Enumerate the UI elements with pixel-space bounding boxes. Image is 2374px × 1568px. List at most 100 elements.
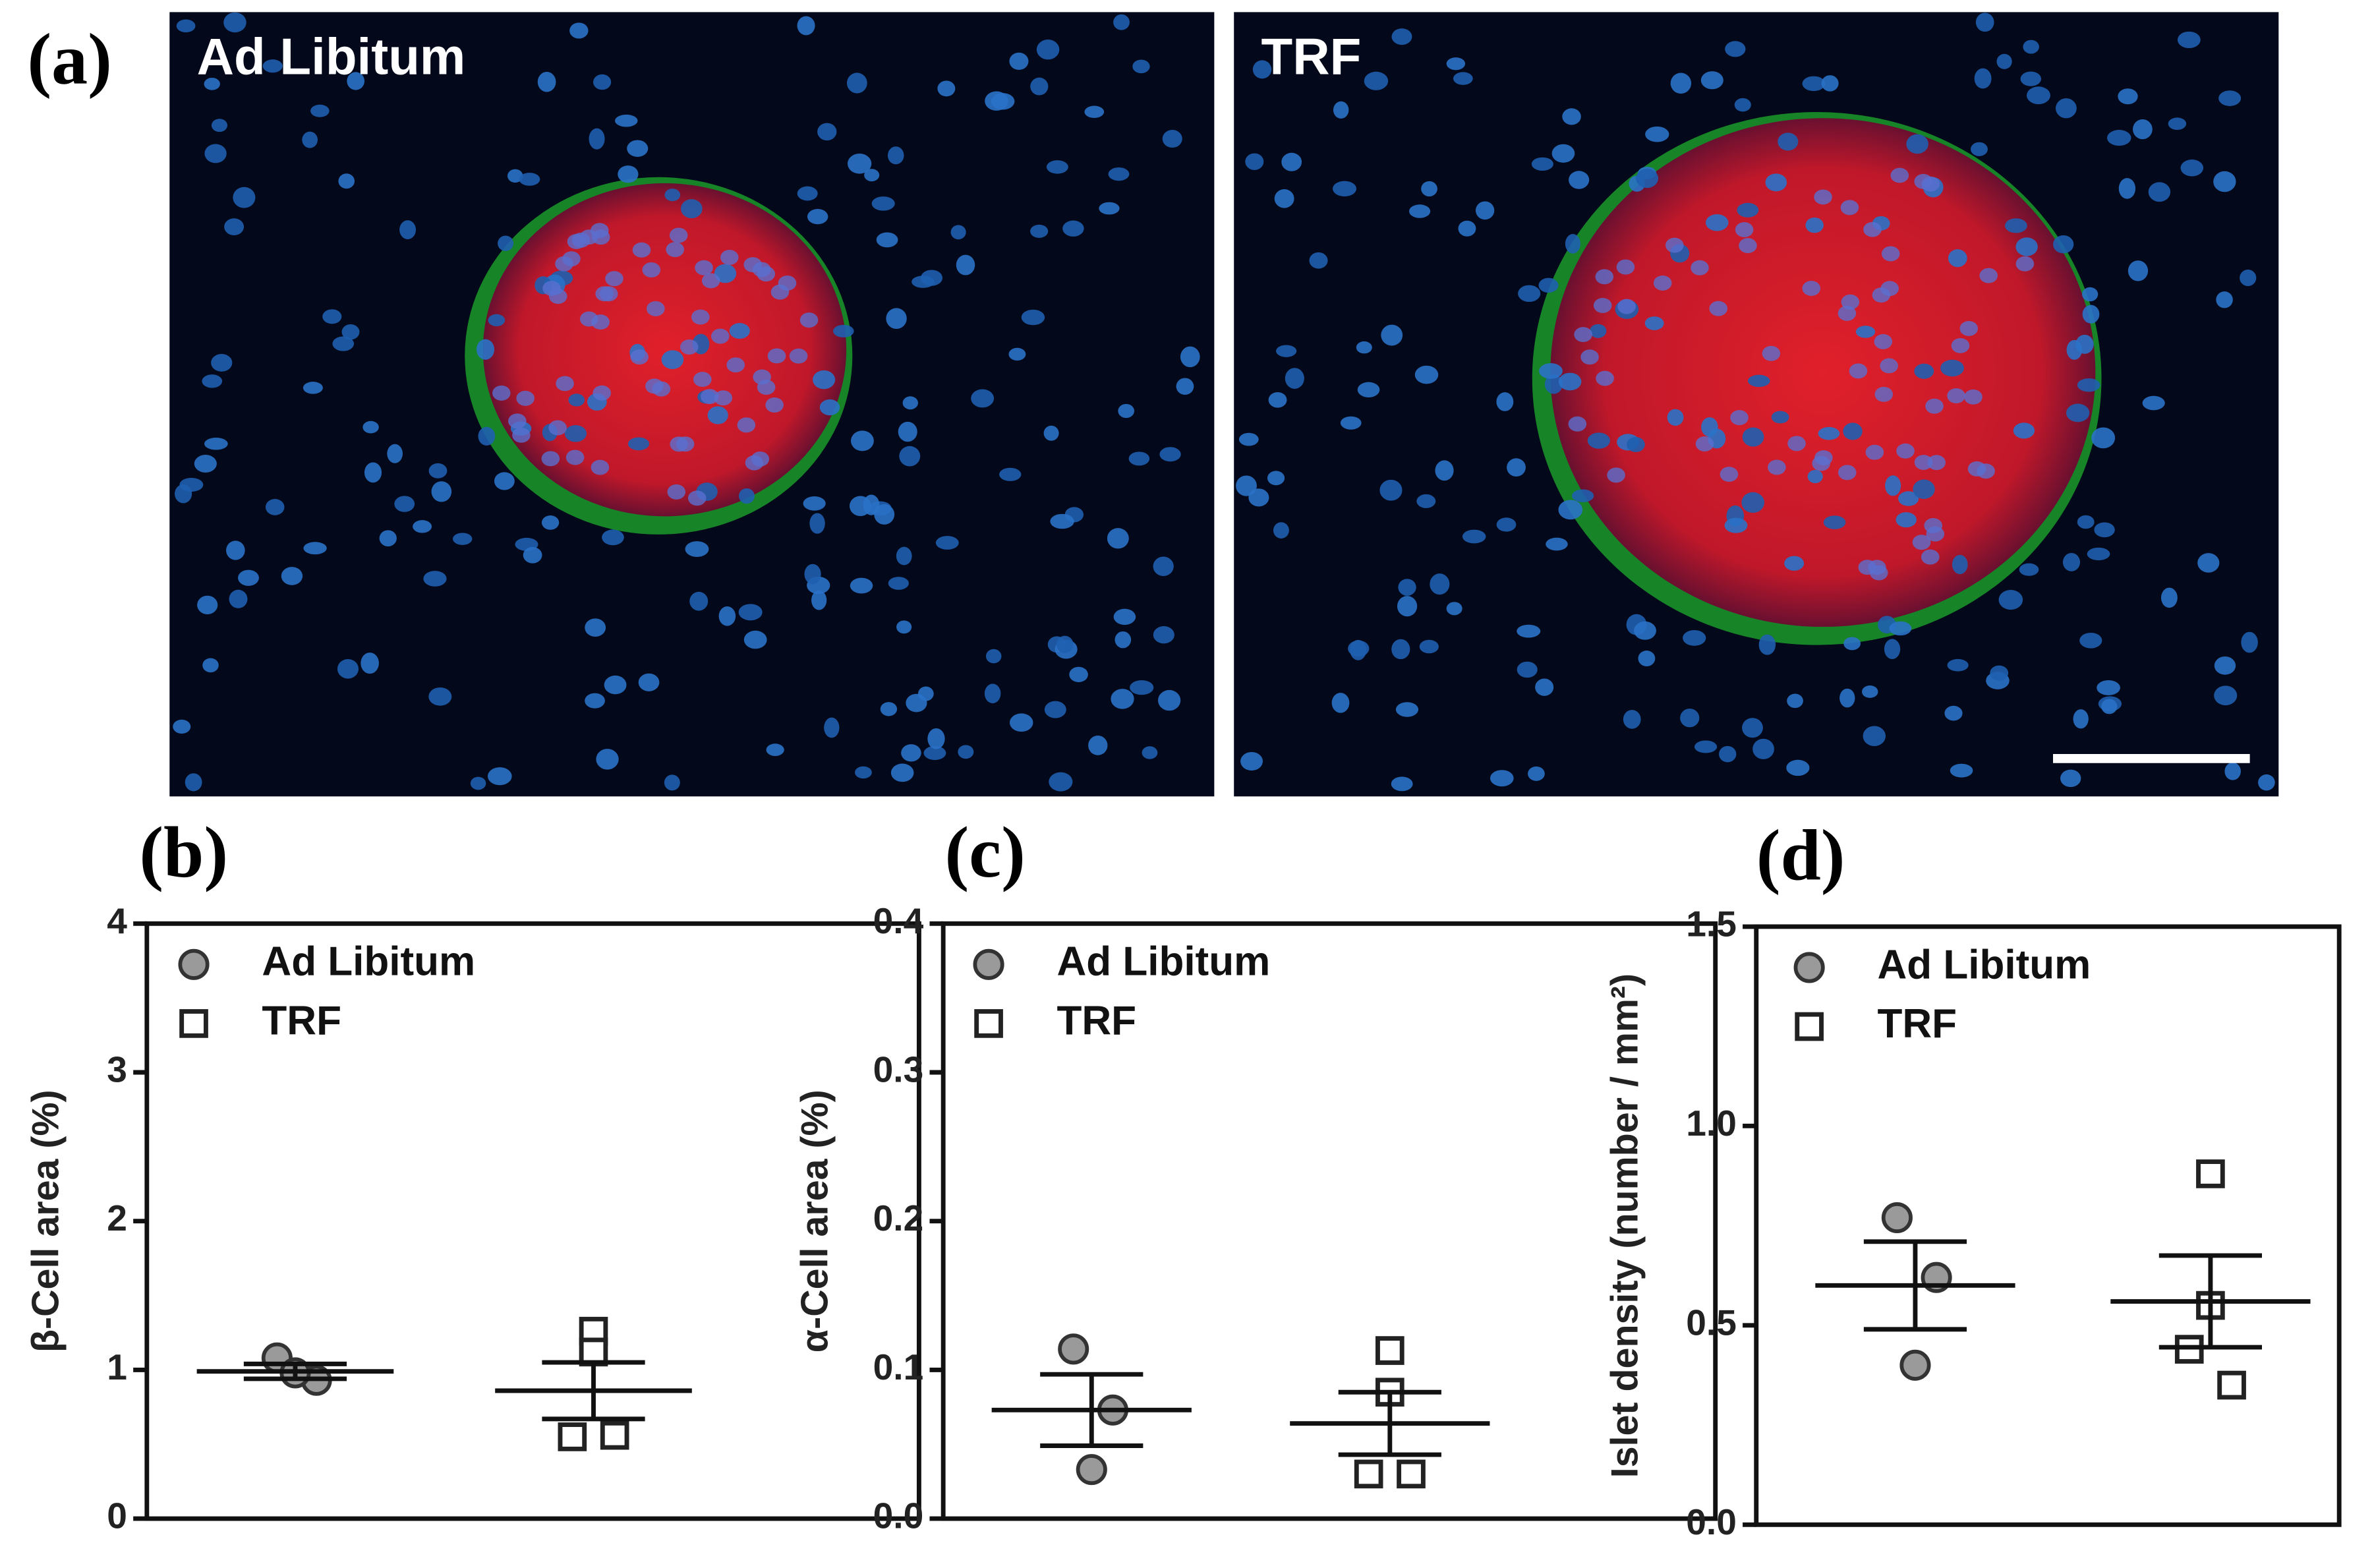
nucleus: [863, 494, 880, 515]
nucleus: [1765, 173, 1787, 192]
nucleus: [1747, 374, 1770, 388]
nucleus: [2097, 680, 2120, 695]
nucleus: [1333, 181, 1357, 197]
nucleus: [1142, 746, 1158, 759]
nucleus: [912, 276, 935, 288]
nucleus: [1108, 167, 1130, 181]
nucleus: [799, 312, 819, 328]
nucleus: [985, 649, 1002, 664]
nucleus: [1458, 220, 1476, 237]
nucleus: [846, 73, 867, 94]
nucleus: [541, 515, 560, 530]
nucleus: [999, 467, 1022, 481]
nucleus: [817, 123, 837, 141]
nucleus: [984, 683, 1001, 704]
nucleus: [1768, 459, 1786, 475]
nucleus: [1849, 363, 1868, 379]
nucleus: [927, 728, 945, 749]
nucleus: [179, 477, 204, 492]
nucleus: [1357, 382, 1380, 397]
point: [1881, 1202, 1913, 1234]
nucleus: [332, 336, 355, 351]
nucleus: [2258, 774, 2275, 791]
nucleus: [737, 417, 756, 433]
nucleus: [1030, 224, 1049, 238]
nucleus: [1008, 347, 1026, 361]
nucleus: [2180, 159, 2204, 177]
nucleus: [1921, 549, 1940, 565]
nucleus: [693, 372, 712, 388]
y-tick-label: 0.0: [1686, 1501, 1737, 1542]
nucleus: [1898, 491, 1919, 506]
nucleus: [2214, 685, 2238, 706]
nucleus: [1762, 345, 1781, 361]
nucleus: [494, 472, 515, 490]
nucleus: [1391, 776, 1413, 792]
nucleus: [364, 462, 382, 483]
nucleus: [541, 451, 560, 467]
nucleus: [1009, 52, 1029, 71]
nucleus: [2077, 515, 2095, 529]
nucleus: [707, 406, 728, 424]
nucleus: [1356, 341, 1372, 354]
nucleus: [2013, 422, 2035, 439]
nucleus: [1665, 237, 1684, 253]
nucleus: [399, 220, 417, 240]
legend-marker: [178, 948, 210, 980]
nucleus: [596, 749, 619, 770]
nucleus: [1580, 349, 1599, 365]
nucleus: [1496, 392, 1514, 411]
nucleus: [1569, 171, 1590, 189]
nucleus: [2218, 90, 2242, 106]
nucleus: [1964, 389, 1983, 405]
nucleus: [238, 569, 259, 586]
nucleus: [1896, 443, 1915, 459]
y-tick-label: 1: [107, 1347, 127, 1387]
nucleus: [1914, 173, 1932, 189]
nucleus: [691, 309, 710, 325]
nucleus: [1896, 512, 1917, 528]
nucleus: [1162, 129, 1182, 148]
nucleus: [595, 286, 614, 302]
nucleus: [1546, 537, 1568, 551]
nucleus: [701, 273, 720, 289]
nucleus: [670, 436, 688, 452]
nucleus: [1435, 460, 1454, 481]
nucleus: [593, 74, 612, 90]
nucleus: [1414, 365, 1439, 384]
nucleus: [2107, 130, 2131, 146]
nucleus: [874, 504, 895, 525]
nucleus: [2240, 270, 2257, 287]
nucleus: [1667, 409, 1684, 426]
y-tick-label: 0: [107, 1495, 127, 1536]
y-tick-label: 3: [107, 1049, 127, 1090]
nucleus: [778, 276, 797, 291]
nucleus: [632, 242, 651, 258]
nucleus: [2142, 395, 2165, 411]
nucleus: [767, 348, 786, 364]
nucleus: [519, 173, 540, 186]
nucleus: [173, 719, 191, 734]
nucleus: [185, 773, 202, 792]
nucleus: [1636, 169, 1659, 189]
nucleus: [956, 254, 975, 276]
nucleus: [888, 577, 909, 590]
nucleus: [1391, 639, 1410, 660]
image-title: Ad Libitum: [197, 28, 466, 86]
micrograph: [169, 12, 1215, 797]
nucleus: [1874, 386, 1894, 402]
nucleus: [423, 571, 447, 587]
nucleus: [2073, 709, 2089, 729]
nucleus: [1379, 479, 1403, 501]
legend-marker: [973, 948, 1004, 980]
nucleus: [833, 324, 854, 337]
nucleus: [906, 693, 927, 712]
nucleus: [1787, 693, 1803, 709]
nucleus: [362, 421, 379, 434]
point: [558, 1422, 587, 1451]
nucleus: [1906, 134, 1928, 154]
y-tick-label: 0.1: [873, 1347, 924, 1387]
nucleus: [591, 314, 610, 330]
